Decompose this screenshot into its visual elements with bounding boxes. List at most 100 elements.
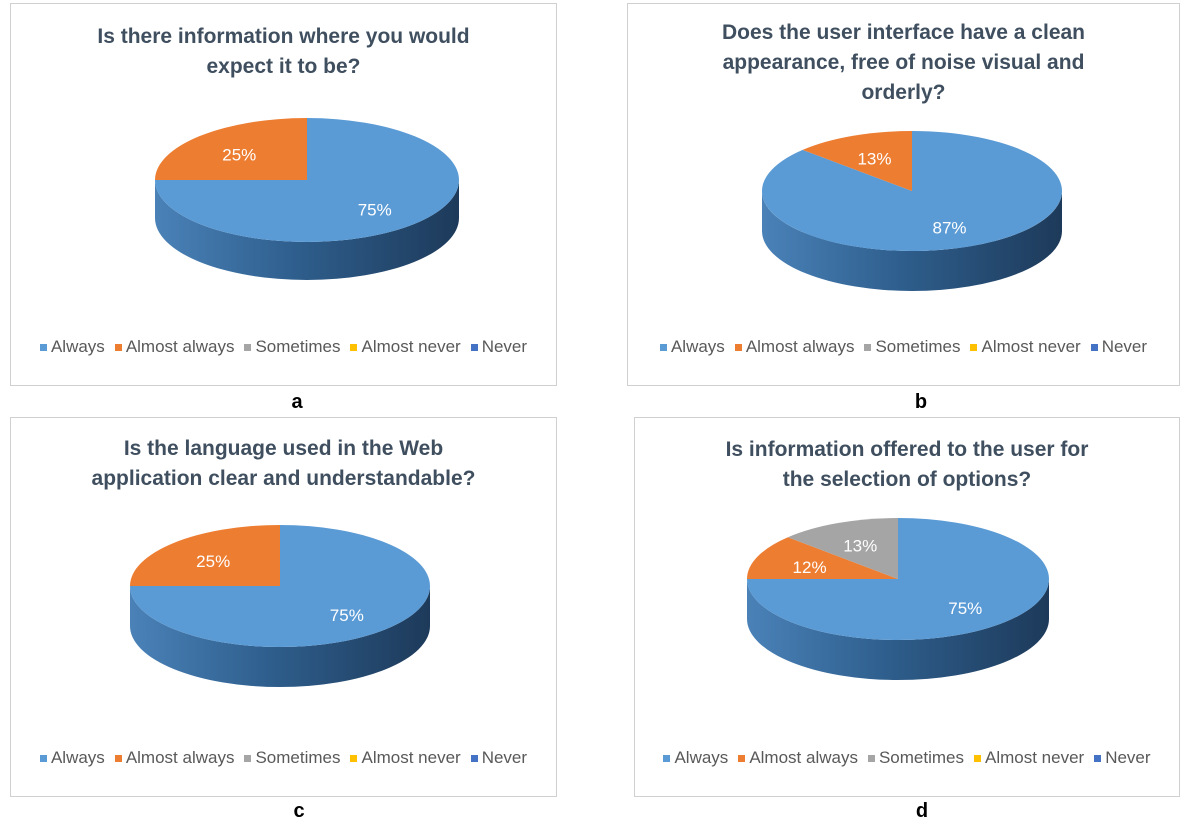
legend-swatch-sometimes [864, 343, 872, 351]
pie-side-a [155, 180, 459, 280]
legend-swatch-always [663, 754, 671, 762]
chart-panel-b: Does the user interface have a clean app… [627, 3, 1180, 386]
legend-label-almost-always: Almost always [745, 337, 855, 356]
legend-swatch-sometimes [244, 754, 252, 762]
legend-item-sometimes: Sometimes [244, 337, 340, 357]
legend-item-almost-always: Almost always [114, 748, 235, 768]
data-label-almost-always: 12% [793, 558, 827, 577]
legend-label-never: Never [481, 748, 528, 767]
chart-legend-a: Always Almost always Sometimes Almost never… [11, 337, 556, 357]
legend-label-almost-always: Almost always [125, 337, 235, 356]
data-label-almost-always: 13% [857, 149, 891, 168]
legend-label-almost-never: Almost never [981, 337, 1081, 356]
legend-label-always: Always [50, 337, 105, 356]
data-label-always: 75% [330, 606, 364, 625]
legend-item-never: Never [1094, 748, 1151, 768]
legend-item-never: Never [470, 748, 528, 768]
legend-item-always: Always [659, 337, 725, 357]
legend-label-sometimes: Sometimes [875, 337, 961, 356]
legend-swatch-almost-never [350, 343, 358, 351]
pie-slice-almost-always [802, 131, 912, 191]
legend-label-almost-never: Almost never [361, 748, 461, 767]
chart-legend-d: Always Almost always Sometimes Almost never… [635, 748, 1179, 768]
legend-label-never: Never [481, 337, 528, 356]
legend-swatch-never [1090, 343, 1098, 351]
chart-title-b: Does the user interface have a clean app… [722, 21, 1085, 104]
legend-swatch-never [1094, 754, 1102, 762]
legend-swatch-almost-always [738, 754, 746, 762]
legend-label-almost-never: Almost never [361, 337, 461, 356]
legend-item-almost-always: Almost always [114, 337, 235, 357]
pie-side-b [762, 191, 1062, 291]
legend-swatch-almost-always [114, 343, 122, 351]
data-label-sometimes: 13% [843, 537, 877, 556]
data-label-always: 75% [358, 201, 392, 220]
legend-item-sometimes: Sometimes [244, 748, 340, 768]
legend-swatch-never [470, 343, 478, 351]
pie-chart-d: 75% 12% 13% [747, 518, 1049, 680]
data-label-always: 87% [933, 219, 967, 238]
data-label-almost-always: 25% [222, 145, 256, 164]
data-label-almost-always: 25% [196, 552, 230, 571]
pie-side-always [130, 586, 430, 687]
legend-item-always: Always [39, 337, 105, 357]
legend-item-sometimes: Sometimes [867, 748, 964, 768]
chart-legend-b: Always Almost always Sometimes Almost never… [628, 337, 1179, 357]
legend-swatch-almost-never [973, 754, 981, 762]
legend-item-always: Always [663, 748, 728, 768]
legend-swatch-always [39, 343, 47, 351]
legend-item-almost-never: Almost never [970, 337, 1081, 357]
legend-item-never: Never [1090, 337, 1148, 357]
legend-label-almost-always: Almost always [749, 748, 858, 767]
legend-swatch-sometimes [867, 754, 875, 762]
chart-panel-c: Is the language used in the Web applicat… [10, 417, 557, 797]
data-label-always: 75% [948, 599, 982, 618]
legend-label-almost-always: Almost always [125, 748, 235, 767]
pie-side-always [747, 579, 1049, 680]
legend-label-always: Always [674, 748, 729, 767]
legend-item-almost-never: Almost never [973, 748, 1085, 768]
legend-label-sometimes: Sometimes [878, 748, 964, 767]
legend-swatch-almost-always [734, 343, 742, 351]
pie-slice-sometimes [787, 518, 898, 579]
chart-caption-a: a [291, 391, 303, 413]
legend-item-almost-always: Almost always [734, 337, 855, 357]
legend-swatch-almost-never [970, 343, 978, 351]
pie-side-always [762, 191, 1062, 291]
legend-label-never: Never [1105, 748, 1151, 767]
legend-item-always: Always [39, 748, 105, 768]
legend-label-almost-never: Almost never [984, 748, 1085, 767]
legend-item-almost-always: Almost always [738, 748, 858, 768]
chart-caption-b: b [914, 391, 928, 413]
legend-label-never: Never [1101, 337, 1148, 356]
pie-chart-a: 75% 25% [155, 118, 459, 280]
legend-swatch-always [39, 754, 47, 762]
legend-item-sometimes: Sometimes [864, 337, 960, 357]
legend-swatch-almost-never [350, 754, 358, 762]
pie-side-d [747, 579, 1049, 680]
pie-chart-b: 87% 13% [762, 131, 1062, 291]
chart-panel-a: Is there information where you would exp… [10, 3, 557, 386]
legend-swatch-always [659, 343, 667, 351]
chart-caption-d: d [915, 800, 929, 822]
chart-panel-d: Is information offered to the user for t… [634, 417, 1180, 797]
legend-label-always: Always [50, 748, 105, 767]
legend-label-always: Always [670, 337, 725, 356]
legend-swatch-sometimes [244, 343, 252, 351]
pie-slice-almost-always [155, 118, 307, 180]
legend-item-never: Never [470, 337, 528, 357]
chart-title-a: Is there information where you would exp… [97, 25, 470, 78]
chart-legend-c: Always Almost always Sometimes Almost never… [11, 748, 556, 768]
legend-item-almost-never: Almost never [350, 748, 461, 768]
legend-item-almost-never: Almost never [350, 337, 461, 357]
pie-slice-almost-always [747, 537, 898, 579]
chart-title-c: Is the language used in the Web applicat… [91, 437, 476, 490]
pie-chart-c: 75% 25% [130, 525, 430, 687]
legend-label-sometimes: Sometimes [255, 748, 341, 767]
pie-side-always [155, 180, 459, 280]
chart-title-d: Is information offered to the user for t… [725, 438, 1089, 491]
legend-swatch-almost-always [114, 754, 122, 762]
legend-label-sometimes: Sometimes [255, 337, 341, 356]
legend-swatch-never [470, 754, 478, 762]
pie-side-c [130, 586, 430, 687]
